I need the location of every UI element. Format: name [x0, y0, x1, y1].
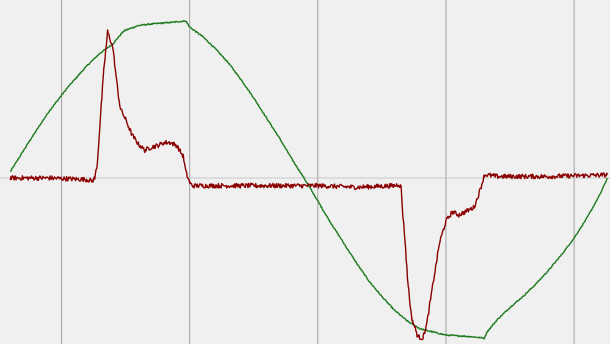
series-line-2: [9, 29, 609, 341]
series-line-1: [9, 19, 609, 340]
series-layer: [9, 19, 609, 341]
